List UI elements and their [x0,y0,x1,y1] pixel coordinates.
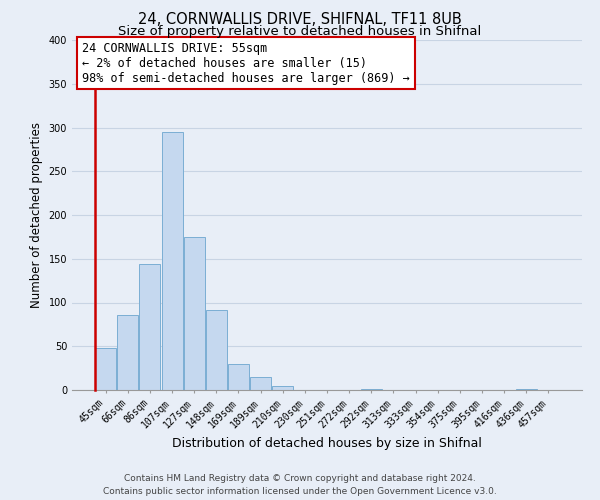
Bar [139,264,160,390]
Bar [206,310,227,390]
Bar [272,386,293,390]
Text: 24, CORNWALLIS DRIVE, SHIFNAL, TF11 8UB: 24, CORNWALLIS DRIVE, SHIFNAL, TF11 8UB [138,12,462,28]
Bar [95,348,116,390]
Y-axis label: Number of detached properties: Number of detached properties [30,122,43,308]
Bar [184,237,205,390]
Text: Contains HM Land Registry data © Crown copyright and database right 2024.
Contai: Contains HM Land Registry data © Crown c… [103,474,497,496]
Bar [161,132,182,390]
Bar [228,364,249,390]
X-axis label: Distribution of detached houses by size in Shifnal: Distribution of detached houses by size … [172,436,482,450]
Bar [515,389,536,390]
Bar [361,389,382,390]
Bar [118,315,139,390]
Text: Size of property relative to detached houses in Shifnal: Size of property relative to detached ho… [118,25,482,38]
Text: 24 CORNWALLIS DRIVE: 55sqm
← 2% of detached houses are smaller (15)
98% of semi-: 24 CORNWALLIS DRIVE: 55sqm ← 2% of detac… [82,42,410,84]
Bar [250,377,271,390]
